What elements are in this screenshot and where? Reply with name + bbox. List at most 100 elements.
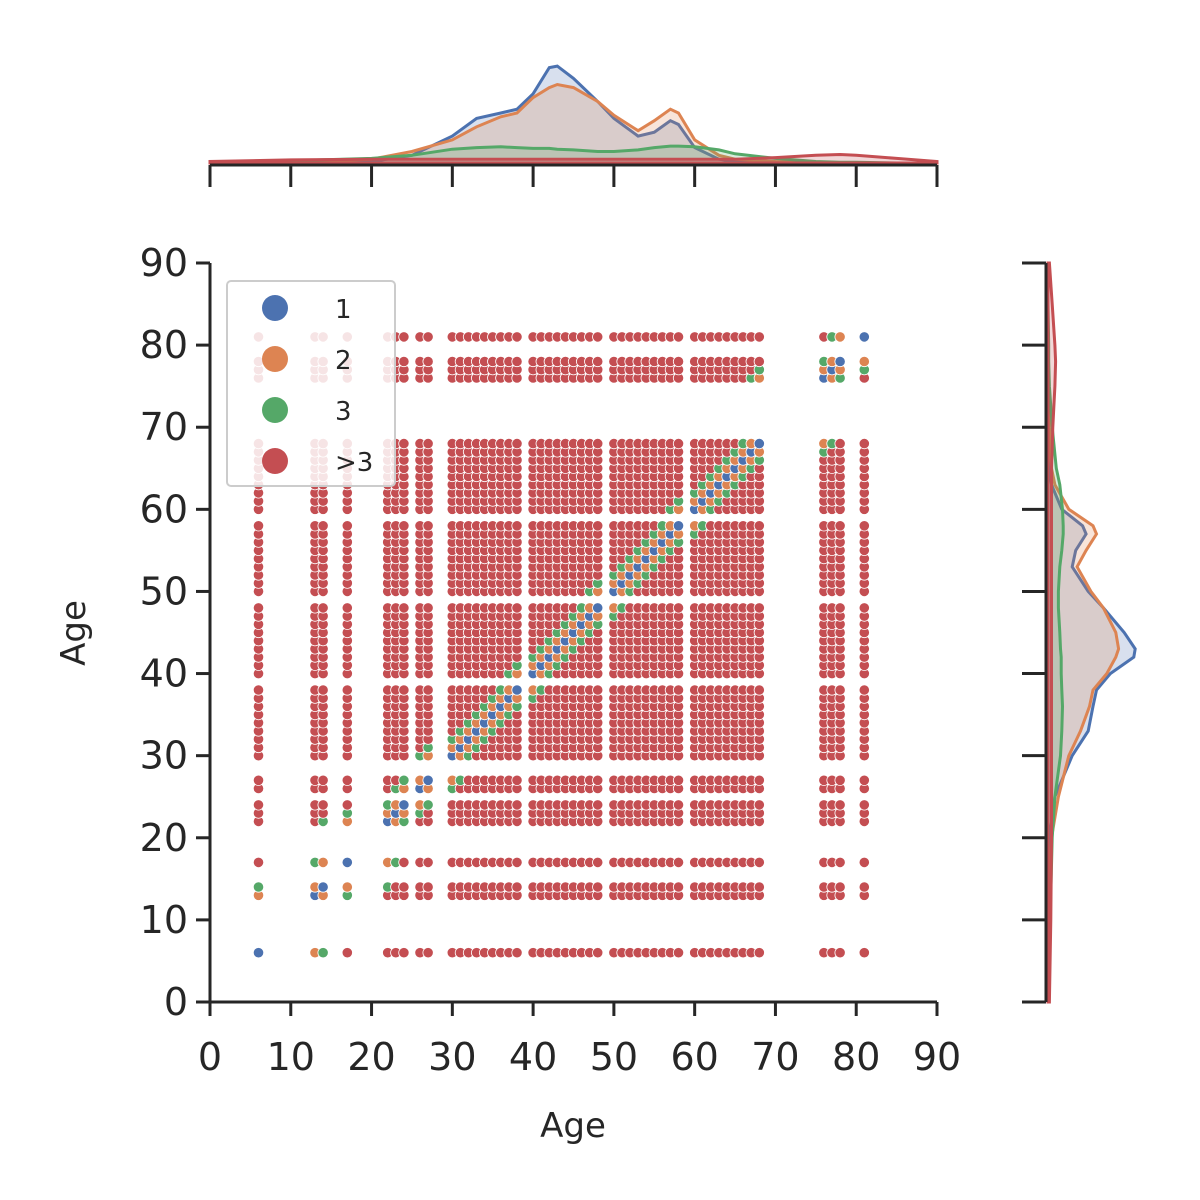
scatter-point: [858, 947, 870, 959]
scatter-point: [834, 520, 846, 532]
scatter-point: [511, 520, 523, 532]
scatter-point: [753, 331, 765, 343]
scatter-point: [858, 520, 870, 532]
scatter-point: [834, 437, 846, 450]
x-tick-label: 50: [590, 1035, 638, 1079]
top-kde-4: [208, 152, 939, 165]
y-tick-label: 20: [140, 816, 188, 860]
legend-marker: [262, 295, 288, 321]
y-tick-label: 80: [140, 323, 188, 367]
scatter-point: [317, 774, 329, 786]
x-tick-label: 20: [347, 1035, 395, 1079]
scatter-point: [858, 355, 870, 368]
scatter-point: [834, 602, 846, 614]
scatter-point: [592, 947, 604, 959]
scatter-point: [672, 331, 685, 343]
scatter-point: [398, 774, 410, 786]
y-tick-label: 40: [140, 652, 188, 696]
scatter-point: [252, 881, 265, 893]
scatter-point: [834, 947, 846, 959]
scatter-point: [592, 774, 604, 786]
scatter-point: [834, 331, 846, 343]
scatter-point: [672, 437, 685, 450]
scatter-point: [341, 799, 353, 811]
scatter-point: [834, 856, 846, 869]
scatter-point: [672, 856, 685, 869]
legend: 1 2 3 >3: [226, 280, 396, 487]
scatter-point: [252, 520, 265, 532]
scatter-point: [341, 881, 353, 893]
scatter-point: [341, 520, 353, 532]
y-tick-label: 90: [140, 241, 188, 285]
scatter-point: [672, 947, 685, 959]
y-tick-label: 50: [140, 569, 188, 613]
legend-label: >3: [335, 448, 373, 478]
right-marginal-kde: [1046, 261, 1137, 1004]
scatter-point: [592, 799, 604, 811]
scatter-point: [422, 602, 434, 614]
scatter-point: [252, 684, 265, 696]
scatter-point: [511, 799, 523, 811]
scatter-point: [422, 856, 434, 869]
x-tick-label: 0: [198, 1035, 222, 1079]
scatter-point: [511, 856, 523, 869]
legend-label: 2: [335, 346, 352, 376]
scatter-point: [858, 331, 870, 343]
y-tick-label: 10: [140, 898, 188, 942]
scatter-point: [422, 799, 434, 811]
scatter-point: [592, 331, 604, 343]
top-marginal-kde: [208, 64, 939, 165]
scatter-point: [511, 602, 523, 614]
x-tick-label: 80: [832, 1035, 880, 1079]
y-axis-title: Age: [54, 600, 94, 666]
scatter-point: [252, 947, 265, 959]
scatter-point: [592, 437, 604, 450]
scatter-point: [252, 774, 265, 786]
scatter-point: [753, 947, 765, 959]
x-tick-label: 40: [509, 1035, 557, 1079]
scatter-point: [252, 799, 265, 811]
scatter-point: [511, 355, 523, 368]
scatter-point: [341, 774, 353, 786]
y-tick-label: 30: [140, 734, 188, 778]
scatter-point: [422, 437, 434, 450]
scatter-point: [592, 355, 604, 368]
scatter-point: [422, 520, 434, 532]
scatter-point: [834, 355, 846, 368]
scatter-point: [317, 947, 329, 959]
scatter-point: [753, 355, 765, 368]
scatter-point: [398, 355, 410, 368]
x-tick-label: 30: [428, 1035, 476, 1079]
x-tick-label: 90: [913, 1035, 961, 1079]
scatter-point: [398, 437, 410, 450]
scatter-point: [317, 602, 329, 614]
scatter-point: [753, 437, 765, 450]
scatter-point: [834, 684, 846, 696]
scatter-point: [398, 684, 410, 696]
scatter-point: [341, 856, 353, 869]
axes: 0 10 20 30 40 50 60 70 80 90 0 10 20 30 40 50 60 70 80 90: [140, 163, 1048, 1079]
scatter-point: [672, 602, 685, 614]
scatter-point: [422, 684, 434, 696]
scatter-point: [858, 881, 870, 893]
x-axis-title: Age: [540, 1106, 606, 1146]
scatter-point: [858, 684, 870, 696]
scatter-point: [753, 881, 765, 893]
legend-marker: [262, 397, 288, 423]
scatter-point: [753, 799, 765, 811]
scatter-point: [858, 799, 870, 811]
scatter-point: [317, 881, 329, 893]
scatter-point: [398, 602, 410, 614]
scatter-point: [511, 331, 523, 343]
x-tick-label: 70: [751, 1035, 799, 1079]
scatter-point: [858, 856, 870, 869]
scatter-point: [511, 774, 523, 786]
legend-frame: [226, 280, 396, 487]
scatter-point: [398, 856, 410, 869]
scatter-point: [672, 684, 685, 696]
scatter-point: [834, 774, 846, 786]
legend-label: 1: [335, 295, 352, 325]
scatter-point: [317, 856, 329, 869]
y-tick-label: 0: [164, 980, 188, 1024]
scatter-point: [511, 947, 523, 959]
